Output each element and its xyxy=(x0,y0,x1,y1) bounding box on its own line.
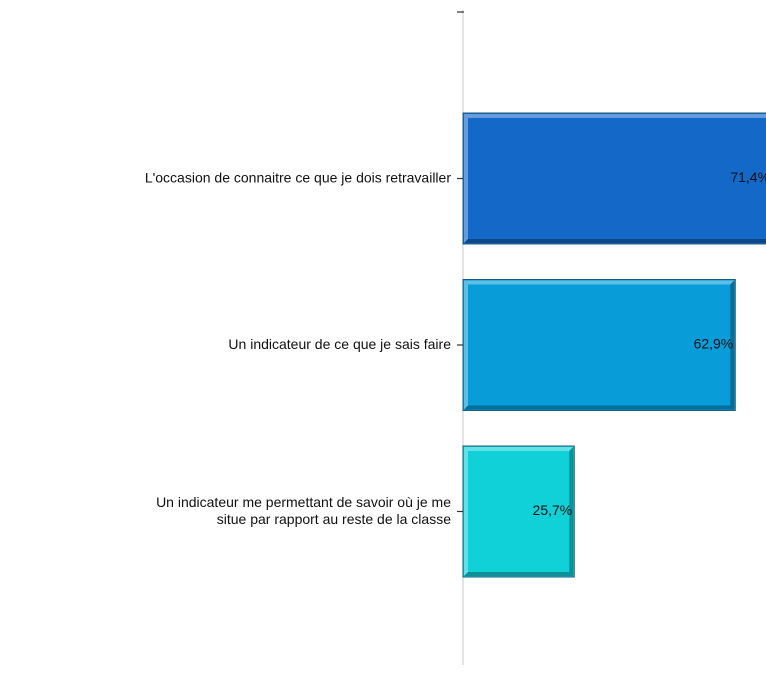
bar xyxy=(462,279,736,411)
bar-group xyxy=(462,445,575,578)
category-label: Un indicateur me permettant de savoir où… xyxy=(156,494,451,527)
value-label: 71,4% xyxy=(730,169,766,185)
bar-bevel-dark xyxy=(464,239,766,243)
bar-group xyxy=(462,279,736,411)
value-label: 62,9% xyxy=(694,336,734,352)
category-label: L'occasion de connaitre ce que je dois r… xyxy=(145,169,452,185)
bar xyxy=(462,445,575,578)
bar xyxy=(462,112,766,245)
category-label: Un indicateur de ce que je sais faire xyxy=(228,336,451,352)
value-label: 25,7% xyxy=(533,502,573,518)
bar-group xyxy=(462,112,766,245)
